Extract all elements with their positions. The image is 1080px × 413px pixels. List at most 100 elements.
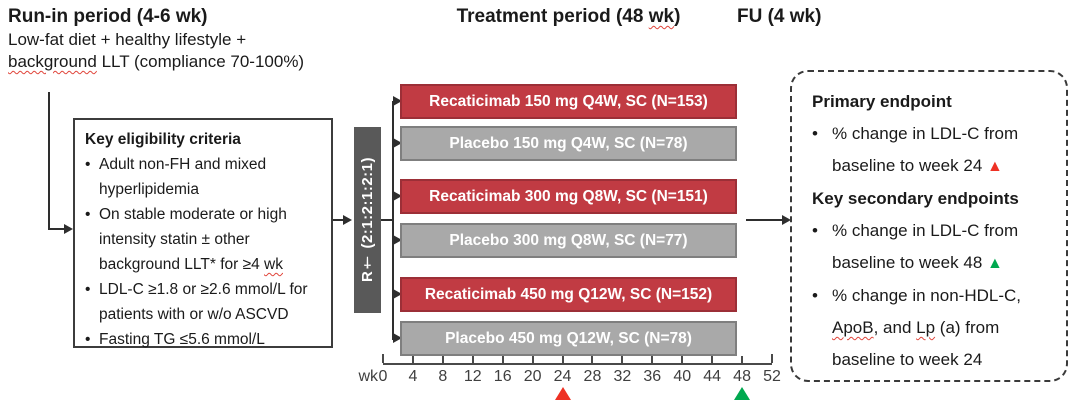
primary-endpoint-title: Primary endpoint bbox=[812, 92, 952, 111]
eligibility-item-squiggle-word: wk bbox=[264, 256, 283, 273]
axis-tick-label: 52 bbox=[763, 368, 781, 385]
axis-tick-label: 0 bbox=[378, 368, 388, 385]
arm-recaticimab-450-q12w: Recaticimab 450 mg Q12W, SC (N=152) bbox=[400, 277, 737, 312]
week-axis-unit-label: wk bbox=[358, 368, 378, 385]
axis-tick-label: 24 bbox=[553, 368, 572, 385]
axis-tick-label: 44 bbox=[703, 368, 722, 385]
run-in-line1: Low-fat diet + healthy lifestyle + bbox=[8, 30, 247, 49]
eligibility-item-text: Fasting TG ≤5.6 mmol/L bbox=[99, 331, 265, 348]
treatment-header-post: ) bbox=[674, 6, 681, 27]
arm-recaticimab-150-q4w: Recaticimab 150 mg Q4W, SC (N=153) bbox=[400, 84, 737, 119]
axis-tick-label: 8 bbox=[438, 368, 448, 385]
run-in-arrow-vertical-line bbox=[48, 92, 50, 230]
bullet-icon: • bbox=[85, 331, 91, 348]
primary-endpoint-text-pre: % change in LDL-C from baseline to week … bbox=[832, 124, 1019, 175]
arm-placebo-450-q12w: Placebo 450 mg Q12W, SC (N=78) bbox=[400, 321, 737, 356]
axis-tick bbox=[531, 356, 534, 363]
eligibility-item: • LDL-C ≥1.8 or ≥2.6 mmol/L for patients… bbox=[85, 277, 323, 327]
bullet-icon: • bbox=[812, 286, 818, 305]
axis-tick-label: 36 bbox=[643, 368, 662, 385]
arms-to-endpoints-arrowhead-icon bbox=[782, 214, 791, 225]
secondary-endpoint-item: • % change in non-HDL-C, ApoB, and Lp (a… bbox=[812, 280, 1054, 376]
eligibility-to-randomization-arrowhead-icon bbox=[343, 214, 352, 225]
eligibility-item-text-pre: On stable moderate or high intensity sta… bbox=[99, 206, 287, 273]
branch-arrowhead-icon bbox=[393, 235, 402, 245]
secondary-endpoint-text: % change in LDL-C from baseline to week … bbox=[832, 215, 1054, 280]
axis-tick-label: 12 bbox=[463, 368, 482, 385]
axis-tick bbox=[411, 356, 414, 363]
arm-placebo-150-q4w: Placebo 150 mg Q4W, SC (N=78) bbox=[400, 126, 737, 161]
primary-endpoint-item: • % change in LDL-C from baseline to wee… bbox=[812, 118, 1054, 183]
axis-tick bbox=[471, 356, 474, 363]
week-axis-markers bbox=[383, 387, 772, 401]
axis-tick-label: 48 bbox=[733, 368, 751, 385]
run-in-block: Run-in period (4-6 wk) Low-fat diet + he… bbox=[8, 4, 358, 73]
secondary-endpoint-text-part: % change in non-HDL-C, bbox=[832, 286, 1021, 305]
run-in-line2: background LLT (compliance 70-100%) bbox=[8, 51, 358, 73]
branch-vertical-line bbox=[392, 100, 394, 340]
treatment-header-pre: Treatment period (48 bbox=[456, 6, 649, 27]
axis-tick bbox=[741, 356, 744, 363]
arms-to-endpoints-line bbox=[746, 219, 784, 221]
axis-tick-label: 28 bbox=[583, 368, 602, 385]
branch-arrowhead-icon bbox=[393, 289, 402, 299]
run-in-arrow-horizontal-line bbox=[48, 228, 66, 230]
green-triangle-icon: ▲ bbox=[987, 255, 1003, 272]
axis-tick bbox=[711, 356, 714, 363]
branch-arrowhead-icon bbox=[393, 138, 402, 148]
bullet-icon: • bbox=[85, 206, 91, 223]
run-in-arrowhead-icon bbox=[64, 223, 73, 234]
secondary-endpoint-item: • % change in LDL-C from baseline to wee… bbox=[812, 215, 1054, 280]
run-in-line2-squiggle-word: background bbox=[8, 52, 97, 71]
secondary-endpoint-squiggle-word: Lp bbox=[916, 318, 936, 337]
eligibility-item: • On stable moderate or high intensity s… bbox=[85, 202, 323, 277]
bullet-icon: • bbox=[85, 281, 91, 298]
secondary-endpoint-text-part: (a) from baseline to week 24 bbox=[832, 318, 1000, 369]
endpoints-box: Primary endpoint • % change in LDL-C fro… bbox=[790, 70, 1068, 382]
week-axis-labels: 0 4 8 12 16 20 24 28 32 36 40 44 48 52 bbox=[379, 368, 781, 386]
axis-tick-label: 4 bbox=[408, 368, 418, 385]
randomization-ratio-label: R† (2:1:2:1:2:1) bbox=[359, 157, 376, 283]
eligibility-item: • Fasting TG ≤5.6 mmol/L bbox=[85, 327, 323, 352]
branch-arrowhead-icon bbox=[393, 333, 402, 343]
eligibility-item-text: Adult non-FH and mixed hyperlipidemia bbox=[99, 156, 267, 198]
axis-tick bbox=[501, 356, 504, 363]
randomization-bar: R† (2:1:2:1:2:1) bbox=[354, 127, 381, 313]
axis-tick bbox=[591, 356, 594, 363]
eligibility-item: • Adult non-FH and mixed hyperlipidemia bbox=[85, 152, 323, 202]
axis-tick bbox=[651, 356, 654, 363]
secondary-endpoint-text: % change in non-HDL-C, ApoB, and Lp (a) … bbox=[832, 280, 1054, 376]
axis-tick-label: 20 bbox=[523, 368, 542, 385]
bullet-icon: • bbox=[812, 124, 818, 143]
arm-placebo-300-q8w: Placebo 300 mg Q8W, SC (N=77) bbox=[400, 223, 737, 258]
treatment-period-header: Treatment period (48 wk) bbox=[400, 6, 737, 28]
secondary-endpoint-squiggle-word: ApoB bbox=[832, 318, 874, 337]
axis-tick bbox=[561, 356, 564, 363]
secondary-endpoint-text-pre: % change in LDL-C from baseline to week … bbox=[832, 221, 1019, 272]
eligibility-item-text: LDL-C ≥1.8 or ≥2.6 mmol/L for patients w… bbox=[99, 281, 308, 323]
axis-tick bbox=[771, 354, 773, 363]
axis-tick bbox=[382, 354, 384, 363]
eligibility-title: Key eligibility criteria bbox=[85, 131, 241, 148]
primary-endpoint-text: % change in LDL-C from baseline to week … bbox=[832, 118, 1054, 183]
week-axis-line bbox=[383, 363, 772, 365]
branch-arrowhead-icon bbox=[393, 191, 402, 201]
axis-tick bbox=[441, 356, 444, 363]
treatment-header-squiggle-word: wk bbox=[648, 6, 675, 27]
eligibility-item-text: On stable moderate or high intensity sta… bbox=[99, 202, 323, 277]
run-in-title: Run-in period (4-6 wk) bbox=[8, 6, 208, 27]
eligibility-box: Key eligibility criteria • Adult non-FH … bbox=[73, 118, 333, 348]
bullet-icon: • bbox=[812, 221, 818, 240]
red-triangle-icon: ▲ bbox=[987, 158, 1003, 175]
arm-recaticimab-300-q8w: Recaticimab 300 mg Q8W, SC (N=151) bbox=[400, 179, 737, 214]
run-in-line2-rest: LLT (compliance 70-100%) bbox=[96, 52, 305, 71]
week-axis bbox=[382, 354, 773, 365]
branch-stub-line bbox=[381, 219, 393, 221]
axis-tick bbox=[621, 356, 624, 363]
axis-tick-label: 40 bbox=[673, 368, 692, 385]
branch-arrowhead-icon bbox=[393, 96, 402, 106]
axis-marker-triangle-icon bbox=[554, 387, 571, 400]
axis-marker-triangle-icon bbox=[734, 387, 751, 400]
axis-tick-label: 32 bbox=[613, 368, 632, 385]
